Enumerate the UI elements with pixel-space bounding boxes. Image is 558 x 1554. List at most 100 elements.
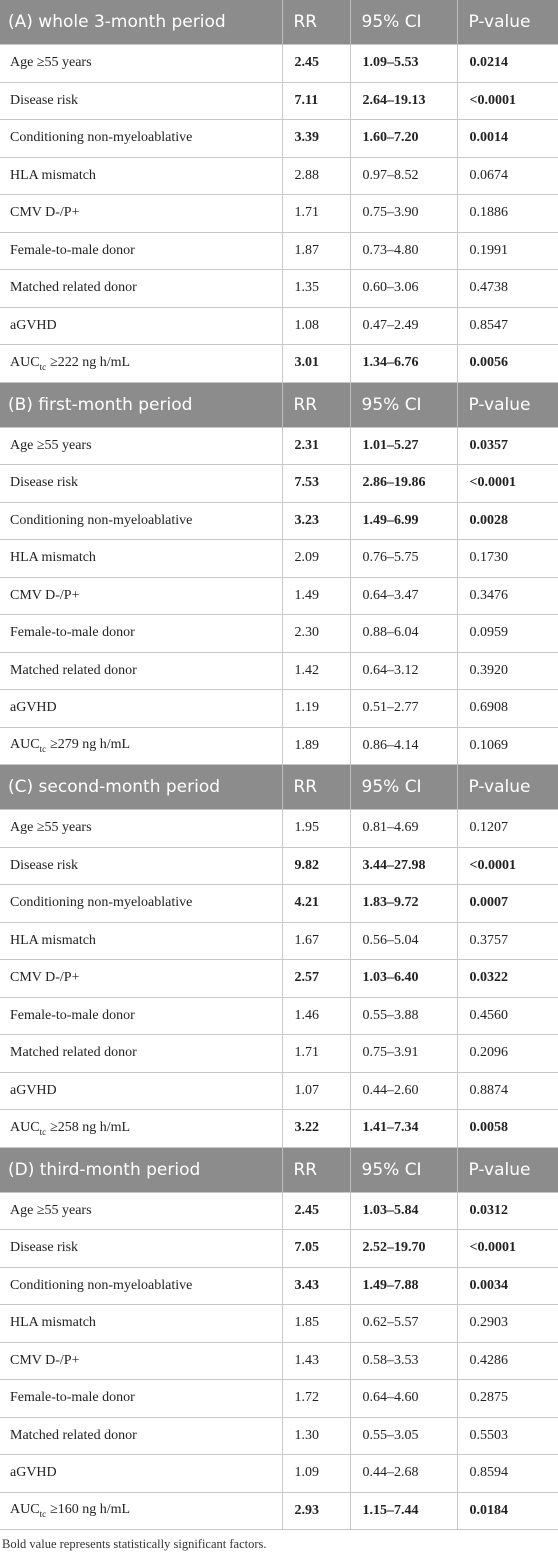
data-row: Female-to-male donor 1.72 0.64–4.60 0.2875 [0, 1379, 558, 1418]
column-header: 95% CI [349, 764, 457, 810]
column-header: P-value [456, 1147, 558, 1192]
factor: Age ≥55 years [0, 426, 283, 465]
rr-cell: 1.07 [281, 1071, 351, 1110]
factor: CMV D-/P+ [0, 576, 283, 615]
ci-cell: 0.56–5.04 [349, 921, 458, 960]
ci-cell: 0.47–2.49 [349, 306, 458, 345]
ci-cell: 1.83–9.72 [349, 884, 458, 923]
factor: Conditioning non-myeloablative [0, 884, 283, 923]
factor-after: ≥279 ng h/mL [50, 737, 131, 753]
ci-cell: 1.41–7.34 [349, 1109, 458, 1148]
p-cell: 0.2903 [456, 1304, 558, 1343]
p-cell: <0.0001 [456, 846, 558, 885]
column-header: RR [281, 0, 350, 45]
data-row: Disease risk 7.11 2.64–19.13 <0.0001 [0, 81, 558, 120]
factor: Age ≥55 years [0, 44, 283, 83]
ci-cell: 1.34–6.76 [349, 344, 458, 383]
factor: aGVHD [0, 1454, 283, 1493]
rr-cell: 2.45 [281, 1191, 351, 1230]
rr-cell: 7.53 [281, 464, 351, 503]
ci-cell: 0.51–2.77 [349, 689, 458, 728]
ci-cell: 0.75–3.91 [349, 1034, 458, 1073]
data-row: AUCtc ≥160 ng h/mL 2.93 1.15–7.44 0.0184 [0, 1491, 558, 1530]
factor: AUCtc ≥222 ng h/mL [0, 344, 283, 383]
p-cell: 0.0357 [456, 426, 558, 465]
ci-cell: 0.60–3.06 [349, 269, 458, 308]
data-row: Age ≥55 years 2.45 1.09–5.53 0.0214 [0, 44, 558, 83]
p-cell: 0.8874 [456, 1071, 558, 1110]
data-row: AUCtc ≥222 ng h/mL 3.01 1.34–6.76 0.0056 [0, 344, 558, 383]
rr-cell: 2.57 [281, 959, 351, 998]
ci-cell: 0.97–8.52 [349, 156, 458, 195]
data-row: Conditioning non-myeloablative 3.43 1.49–7… [0, 1266, 558, 1305]
rr-cell: 1.08 [281, 306, 351, 345]
data-row: Female-to-male donor 2.30 0.88–6.04 0.0959 [0, 614, 558, 653]
ci-cell: 0.44–2.68 [349, 1454, 458, 1493]
section-title: (D) third-month period [0, 1147, 282, 1192]
rr-cell: 1.89 [281, 726, 351, 765]
factor: Conditioning non-myeloablative [0, 501, 283, 540]
rr-cell: 1.19 [281, 689, 351, 728]
rr-cell: 1.49 [281, 576, 351, 615]
factor: CMV D-/P+ [0, 959, 283, 998]
factor-sub: tc [39, 1126, 47, 1137]
factor: Age ≥55 years [0, 1191, 283, 1230]
p-cell: 0.0312 [456, 1191, 558, 1230]
p-cell: 0.5503 [456, 1416, 558, 1455]
p-cell: 0.6908 [456, 689, 558, 728]
rr-cell: 3.22 [281, 1109, 351, 1148]
factor: Matched related donor [0, 269, 283, 308]
column-header: P-value [456, 0, 558, 45]
ci-cell: 0.81–4.69 [349, 809, 458, 848]
data-row: Disease risk 7.53 2.86–19.86 <0.0001 [0, 464, 558, 503]
factor-main: AUC [10, 354, 40, 370]
data-row: CMV D-/P+ 1.49 0.64–3.47 0.3476 [0, 576, 558, 615]
ci-cell: 1.03–5.84 [349, 1191, 458, 1230]
rr-cell: 1.09 [281, 1454, 351, 1493]
ci-cell: 1.01–5.27 [349, 426, 458, 465]
data-row: HLA mismatch 2.88 0.97–8.52 0.0674 [0, 156, 558, 195]
p-cell: 0.1886 [456, 194, 558, 233]
section-header: (A) whole 3-month period RR 95% CI P-value [0, 0, 558, 45]
factor: HLA mismatch [0, 1304, 283, 1343]
factor: Matched related donor [0, 1034, 283, 1073]
factor: HLA mismatch [0, 539, 283, 578]
p-cell: 0.1207 [456, 809, 558, 848]
data-row: Age ≥55 years 2.31 1.01–5.27 0.0357 [0, 426, 558, 465]
ci-cell: 0.88–6.04 [349, 614, 458, 653]
factor: Conditioning non-myeloablative [0, 1266, 283, 1305]
data-row: AUCtc ≥258 ng h/mL 3.22 1.41–7.34 0.0058 [0, 1109, 558, 1148]
data-row: HLA mismatch 1.85 0.62–5.57 0.2903 [0, 1304, 558, 1343]
factor: Disease risk [0, 1229, 283, 1268]
rr-cell: 2.45 [281, 44, 351, 83]
rr-cell: 1.42 [281, 651, 351, 690]
column-header: RR [281, 1147, 350, 1192]
rr-cell: 1.43 [281, 1341, 351, 1380]
rr-cell: 1.71 [281, 194, 351, 233]
factor-sub: tc [39, 1509, 47, 1520]
p-cell: <0.0001 [456, 1229, 558, 1268]
rr-cell: 1.95 [281, 809, 351, 848]
p-cell: 0.0674 [456, 156, 558, 195]
rr-cell: 2.93 [281, 1491, 351, 1530]
column-header: RR [281, 764, 350, 810]
ci-cell: 0.55–3.05 [349, 1416, 458, 1455]
rr-cell: 2.30 [281, 614, 351, 653]
rr-cell: 9.82 [281, 846, 351, 885]
factor: Matched related donor [0, 651, 283, 690]
section-header: (D) third-month period RR 95% CI P-value [0, 1147, 558, 1192]
ci-cell: 1.49–6.99 [349, 501, 458, 540]
column-header: P-value [456, 764, 558, 810]
factor: aGVHD [0, 689, 283, 728]
factor: Female-to-male donor [0, 231, 283, 270]
data-row: Female-to-male donor 1.87 0.73–4.80 0.1991 [0, 231, 558, 270]
rr-cell: 7.11 [281, 81, 351, 120]
p-cell: <0.0001 [456, 464, 558, 503]
footnote: Bold value represents statistically sign… [2, 1537, 267, 1551]
ci-cell: 0.64–4.60 [349, 1379, 458, 1418]
rr-cell: 3.23 [281, 501, 351, 540]
data-row: CMV D-/P+ 1.43 0.58–3.53 0.4286 [0, 1341, 558, 1380]
factor: HLA mismatch [0, 921, 283, 960]
factor: CMV D-/P+ [0, 1341, 283, 1380]
ci-cell: 0.44–2.60 [349, 1071, 458, 1110]
